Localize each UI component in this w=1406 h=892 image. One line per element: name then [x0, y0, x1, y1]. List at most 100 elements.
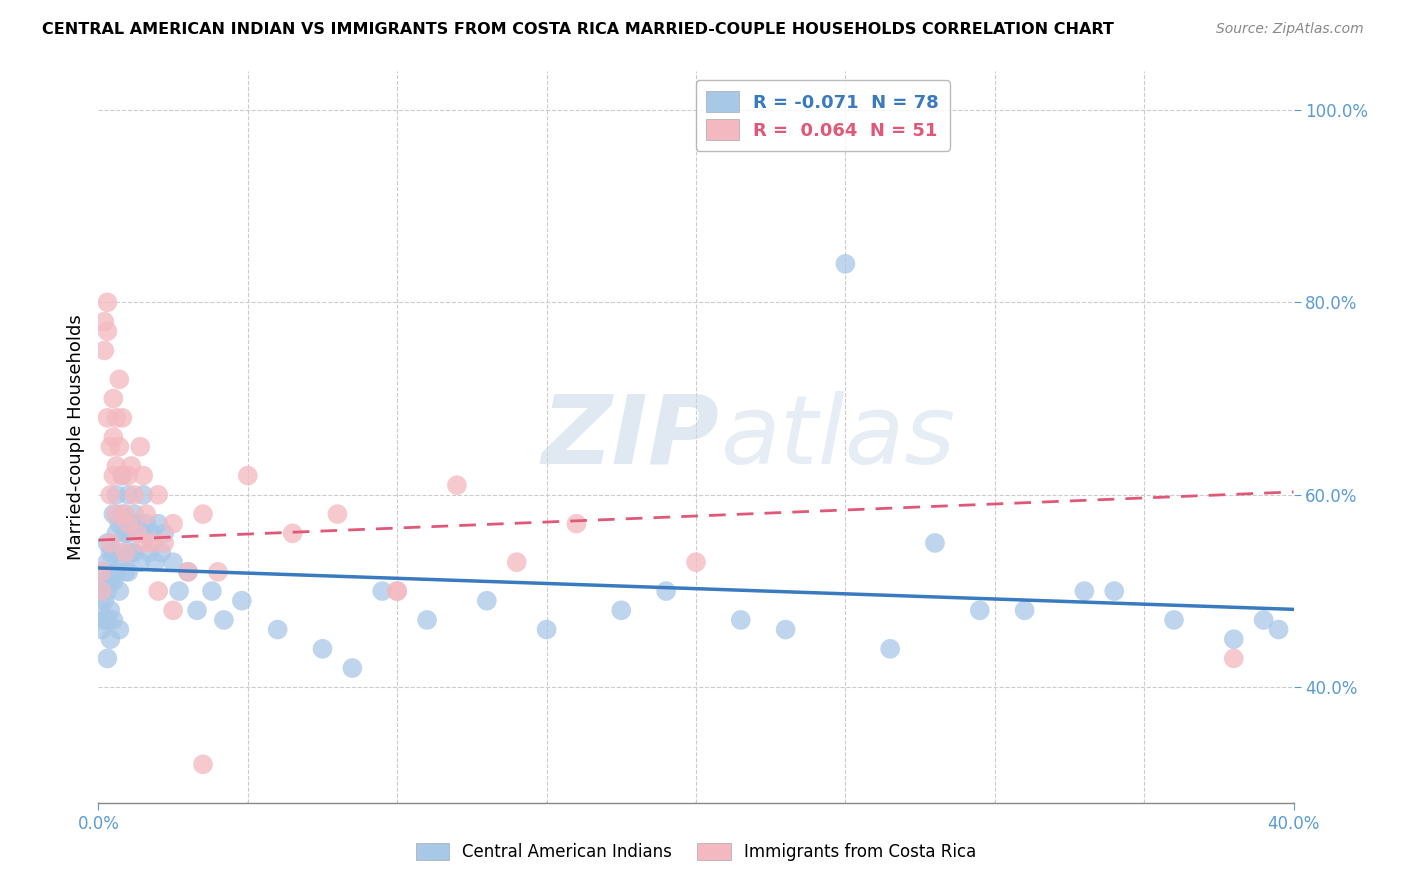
Point	[969, 603, 991, 617]
Point	[111, 468, 134, 483]
Point	[1223, 651, 1246, 665]
Point	[162, 516, 184, 531]
Point	[135, 507, 157, 521]
Point	[111, 410, 134, 425]
Point	[93, 343, 115, 358]
Point	[132, 488, 155, 502]
Point	[138, 545, 160, 559]
Point	[191, 757, 214, 772]
Text: atlas: atlas	[720, 391, 955, 483]
Point	[775, 623, 797, 637]
Point	[924, 536, 946, 550]
Point	[326, 507, 349, 521]
Point	[1223, 632, 1246, 647]
Point	[117, 516, 139, 531]
Point	[114, 526, 136, 541]
Point	[834, 257, 856, 271]
Point	[127, 516, 149, 531]
Point	[98, 603, 122, 617]
Point	[371, 584, 394, 599]
Point	[90, 565, 112, 579]
Point	[114, 545, 136, 559]
Point	[148, 488, 170, 502]
Point	[105, 507, 128, 521]
Point	[98, 632, 122, 647]
Point	[108, 440, 131, 454]
Legend: Central American Indians, Immigrants from Costa Rica: Central American Indians, Immigrants fro…	[409, 836, 983, 868]
Point	[385, 584, 409, 599]
Point	[506, 555, 529, 569]
Point	[148, 516, 170, 531]
Point	[90, 603, 112, 617]
Point	[98, 440, 122, 454]
Point	[96, 584, 118, 599]
Point	[730, 613, 752, 627]
Point	[167, 584, 190, 599]
Point	[281, 526, 304, 541]
Point	[1267, 623, 1289, 637]
Point	[105, 526, 128, 541]
Point	[93, 613, 115, 627]
Point	[98, 545, 122, 559]
Point	[117, 468, 139, 483]
Point	[186, 603, 208, 617]
Point	[1014, 603, 1036, 617]
Point	[93, 315, 115, 329]
Point	[565, 516, 588, 531]
Point	[96, 410, 118, 425]
Point	[105, 488, 128, 502]
Point	[114, 565, 136, 579]
Point	[124, 488, 146, 502]
Point	[96, 295, 118, 310]
Point	[150, 545, 173, 559]
Point	[148, 584, 170, 599]
Point	[129, 440, 152, 454]
Point	[685, 555, 707, 569]
Point	[90, 584, 112, 599]
Point	[135, 516, 157, 531]
Point	[177, 565, 200, 579]
Y-axis label: Married-couple Households: Married-couple Households	[66, 314, 84, 560]
Point	[96, 555, 118, 569]
Point	[536, 623, 558, 637]
Point	[129, 555, 152, 569]
Point	[132, 526, 155, 541]
Point	[108, 555, 131, 569]
Point	[90, 584, 112, 599]
Point	[132, 536, 155, 550]
Point	[191, 507, 214, 521]
Point	[342, 661, 364, 675]
Point	[1104, 584, 1126, 599]
Point	[108, 623, 131, 637]
Point	[231, 593, 253, 607]
Text: Source: ZipAtlas.com: Source: ZipAtlas.com	[1216, 22, 1364, 37]
Point	[385, 584, 409, 599]
Point	[98, 574, 122, 589]
Point	[311, 641, 333, 656]
Point	[117, 565, 139, 579]
Point	[103, 613, 125, 627]
Point	[98, 488, 122, 502]
Point	[162, 555, 184, 569]
Point	[93, 574, 115, 589]
Point	[153, 526, 176, 541]
Point	[111, 507, 134, 521]
Point	[416, 613, 439, 627]
Point	[212, 613, 235, 627]
Point	[103, 545, 125, 559]
Point	[153, 536, 176, 550]
Point	[93, 593, 115, 607]
Point	[475, 593, 498, 607]
Point	[108, 516, 131, 531]
Point	[103, 468, 125, 483]
Text: CENTRAL AMERICAN INDIAN VS IMMIGRANTS FROM COSTA RICA MARRIED-COUPLE HOUSEHOLDS : CENTRAL AMERICAN INDIAN VS IMMIGRANTS FR…	[42, 22, 1114, 37]
Point	[162, 603, 184, 617]
Point	[96, 324, 118, 338]
Point	[103, 430, 125, 444]
Point	[177, 565, 200, 579]
Point	[127, 526, 149, 541]
Point	[98, 536, 122, 550]
Point	[120, 545, 142, 559]
Point	[1163, 613, 1185, 627]
Point	[114, 507, 136, 521]
